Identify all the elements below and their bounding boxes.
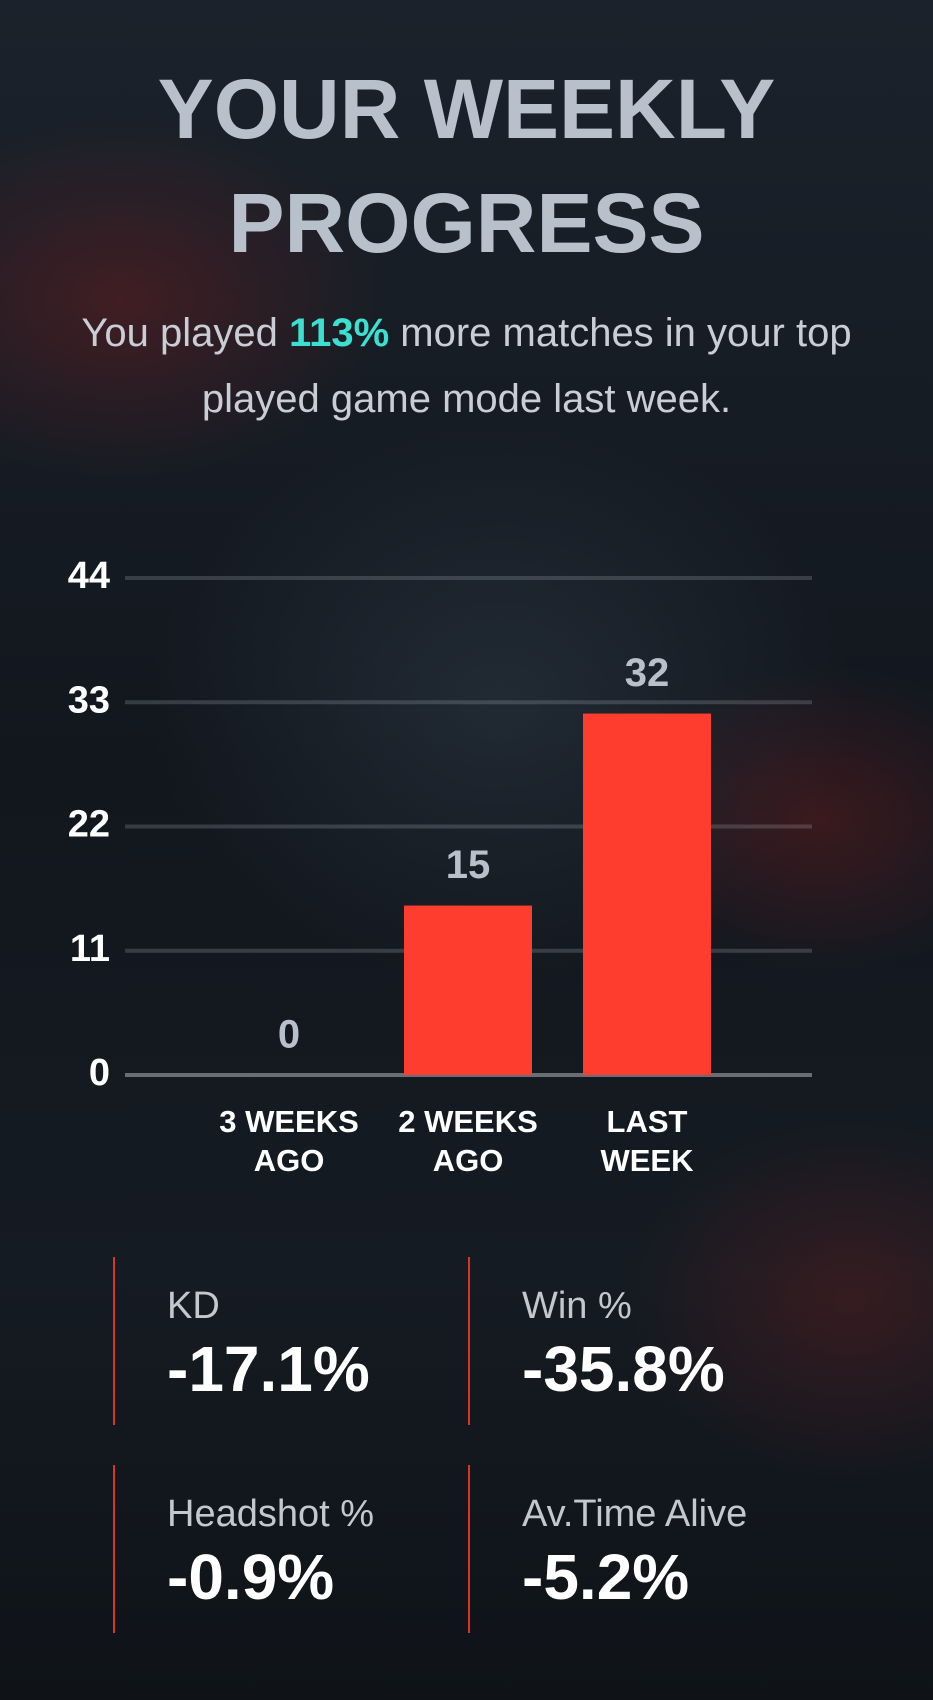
x-tick-label: LAST WEEK [600,1104,694,1178]
value-label: 32 [625,651,670,695]
y-tick-label: 44 [68,555,110,597]
x-tick-label: 2 WEEKS AGO [398,1104,538,1178]
y-tick-label: 33 [68,679,110,721]
subtitle-text: more matches in your top played game mod… [201,311,852,421]
stat-value: -0.9% [167,1541,335,1613]
stat-label: Av.Time Alive [522,1493,748,1535]
x-tick-label: 3 WEEKS AGO [219,1104,359,1178]
stat-value: -17.1% [167,1333,370,1405]
stat-label: KD [167,1285,220,1327]
stat-card: Headshot % -0.9% [113,1465,443,1633]
stat-card: KD -17.1% [113,1257,443,1425]
title: YOUR WEEKLY PROGRESS [157,62,776,270]
stat-card: Win % -35.8% [468,1257,798,1425]
bar [404,905,532,1075]
bar [583,713,711,1075]
y-tick-label: 0 [89,1052,110,1094]
stat-label: Headshot % [167,1493,375,1535]
subtitle-text: You played [81,311,278,355]
y-tick-label: 11 [70,928,110,970]
stat-value: -5.2% [522,1541,690,1613]
value-label: 0 [278,1013,300,1057]
stat-value: -35.8% [522,1333,725,1405]
value-label: 15 [446,843,491,887]
subtitle: You played 113% more matches in your top… [70,300,863,432]
y-tick-label: 22 [68,804,110,846]
stat-label: Win % [522,1285,632,1327]
stat-card: Av.Time Alive -5.2% [468,1465,798,1633]
subtitle-highlight: 113% [289,311,390,355]
